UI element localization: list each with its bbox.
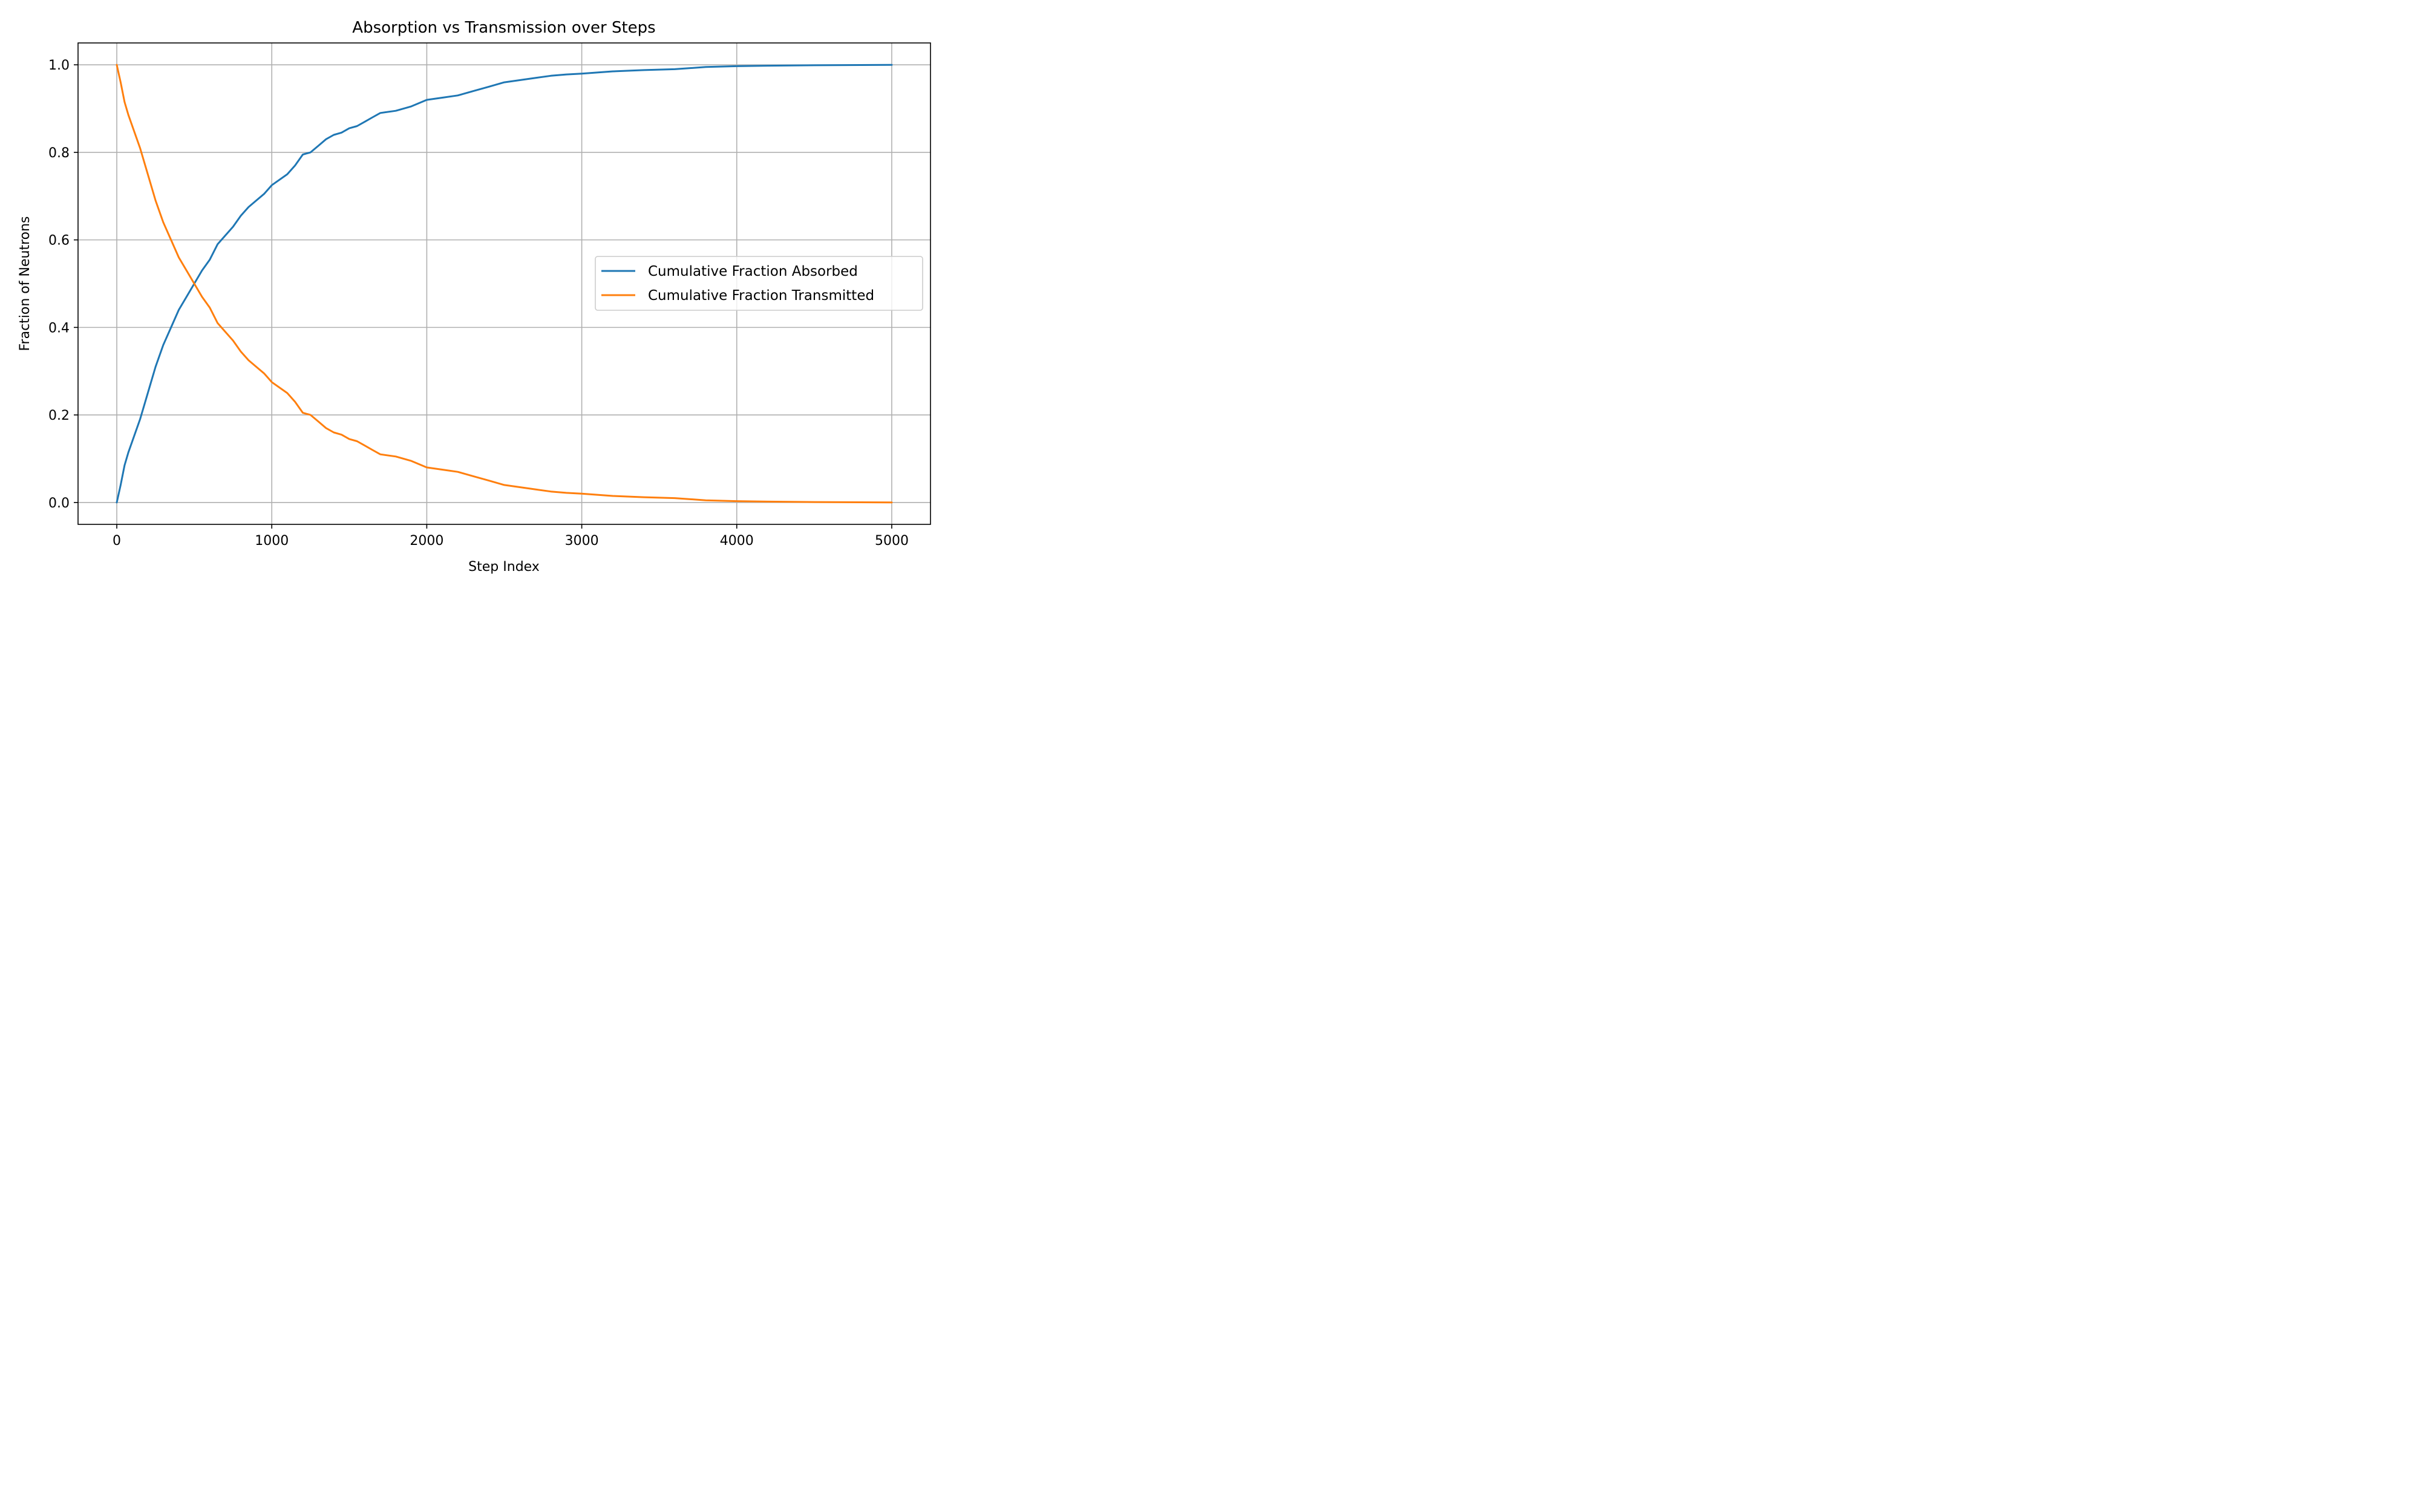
x-tick-label: 5000 — [875, 533, 909, 549]
plot-frame — [77, 42, 931, 525]
legend-entry-label: Cumulative Fraction Absorbed — [648, 264, 858, 279]
axis-ticks: 0 1000 2000 3000 4000 5000 0.0 0.2 0.4 0.6 0.8 1.0 — [48, 58, 909, 549]
absorbed-series-line — [116, 64, 893, 504]
y-tick-label: 0.6 — [48, 233, 70, 249]
transmitted-series-line — [116, 64, 893, 504]
legend-entry-label: Cumulative Fraction Transmitted — [648, 288, 874, 304]
legend-box — [595, 256, 923, 311]
x-tick-label: 1000 — [255, 533, 289, 549]
x-tick-label: 0 — [113, 533, 121, 549]
x-axis-label: Step Index — [468, 559, 540, 575]
chart-title: Absorption vs Transmission over Steps — [352, 19, 655, 37]
y-axis-label: Fraction of Neutrons — [18, 217, 33, 351]
x-tick-label: 3000 — [565, 533, 599, 549]
series-lines — [116, 64, 893, 504]
y-tick-label: 0.0 — [48, 496, 70, 511]
y-tick-label: 0.4 — [48, 321, 70, 336]
y-tick-label: 0.2 — [48, 408, 70, 423]
y-tick-label: 0.8 — [48, 146, 70, 161]
x-tick-label: 2000 — [410, 533, 443, 549]
line-chart: Absorption vs Transmission over Steps 0 1… — [0, 0, 946, 591]
y-tick-label: 1.0 — [48, 58, 70, 73]
x-tick-label: 4000 — [720, 533, 754, 549]
legend: Cumulative Fraction Absorbed Cumulative F… — [595, 256, 923, 311]
